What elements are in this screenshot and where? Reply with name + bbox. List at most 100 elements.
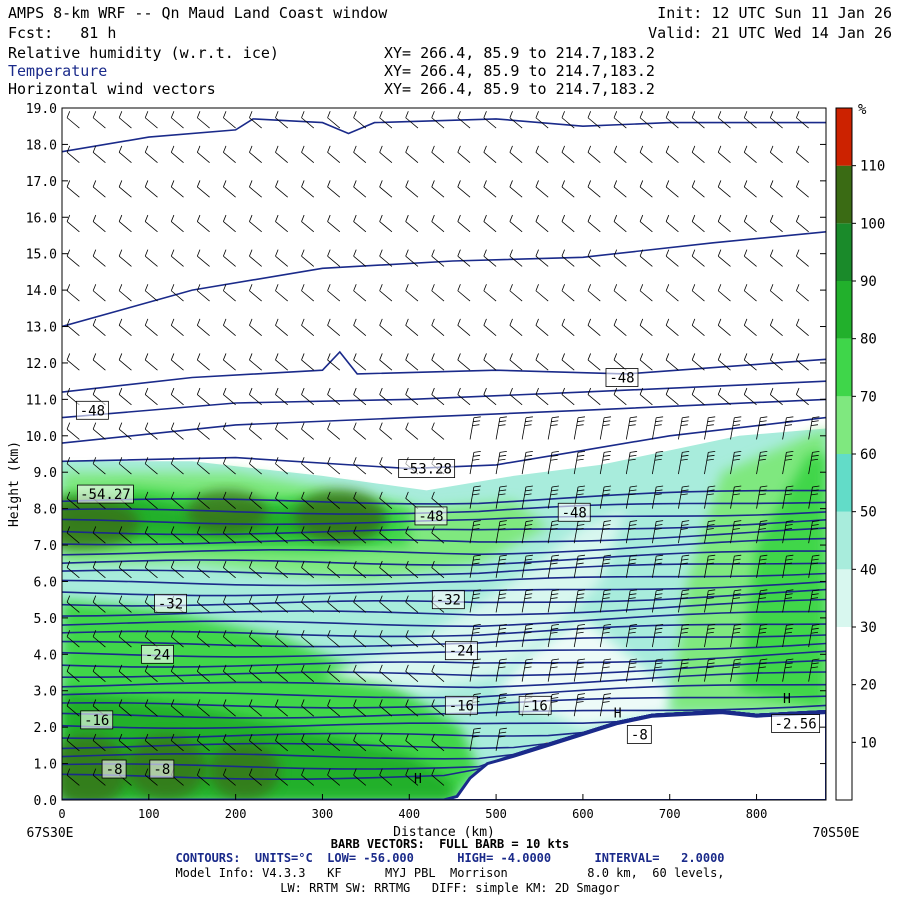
barb-flag bbox=[691, 353, 696, 361]
barb-flag bbox=[499, 627, 507, 630]
barb-flag bbox=[811, 666, 819, 669]
temperature-label: -24 bbox=[141, 644, 174, 664]
barb-flag bbox=[301, 491, 305, 499]
barb-shaft bbox=[92, 774, 106, 786]
barb-flag bbox=[550, 631, 558, 634]
barb-flag bbox=[525, 627, 533, 630]
wind-barb bbox=[170, 699, 184, 717]
barb-shaft bbox=[197, 359, 210, 371]
wind-barb bbox=[92, 664, 106, 682]
barb-shaft bbox=[353, 671, 367, 682]
wind-barb bbox=[717, 318, 731, 336]
barb-flag bbox=[327, 526, 331, 534]
barb-shaft bbox=[118, 186, 132, 198]
barb-flag bbox=[654, 528, 662, 530]
wind-barb bbox=[249, 733, 262, 752]
barb-flag bbox=[707, 524, 715, 526]
wind-barb bbox=[249, 664, 262, 682]
wind-barb bbox=[301, 180, 315, 198]
barb-flag bbox=[473, 558, 481, 561]
barb-shaft bbox=[457, 255, 471, 267]
wind-barb bbox=[275, 111, 288, 129]
barb-shaft bbox=[431, 428, 445, 440]
wind-barb bbox=[561, 318, 575, 336]
barb-shaft bbox=[353, 601, 367, 613]
barb-flag bbox=[613, 353, 618, 361]
barb-shaft bbox=[405, 255, 419, 267]
barb-flag bbox=[769, 180, 774, 188]
barb-shaft bbox=[223, 532, 236, 544]
barb-shaft bbox=[561, 290, 575, 302]
barb-flag bbox=[379, 560, 383, 568]
barb-flag bbox=[301, 457, 305, 464]
wind-barb bbox=[678, 658, 690, 682]
barb-flag bbox=[630, 416, 638, 419]
barb-flag bbox=[498, 597, 506, 600]
barb-shaft bbox=[327, 705, 341, 717]
barb-shaft bbox=[379, 498, 393, 509]
barb-flag bbox=[769, 318, 774, 326]
temperature-label-box bbox=[605, 368, 639, 387]
wind-barb bbox=[249, 526, 262, 544]
temperature-label-box bbox=[398, 459, 456, 478]
barb-flag bbox=[473, 554, 481, 557]
barb-flag bbox=[733, 420, 741, 423]
x-tick-label: 300 bbox=[312, 807, 334, 821]
barb-flag bbox=[535, 249, 539, 257]
barb-flag bbox=[379, 699, 383, 707]
x-tick-label: 600 bbox=[572, 807, 594, 821]
barb-shaft bbox=[223, 325, 236, 336]
barb-flag bbox=[118, 284, 123, 291]
barb-flag bbox=[223, 733, 227, 741]
barb-flag bbox=[717, 111, 722, 118]
barb-flag bbox=[66, 491, 71, 499]
barb-shaft bbox=[353, 290, 367, 302]
barb-flag bbox=[613, 387, 618, 395]
barb-flag bbox=[550, 493, 558, 496]
wind-barb bbox=[353, 111, 367, 129]
wind-barb bbox=[170, 284, 184, 302]
barb-flag bbox=[472, 562, 480, 565]
x-tick-label: 100 bbox=[138, 807, 160, 821]
barb-flag bbox=[275, 111, 279, 118]
barb-flag bbox=[630, 450, 638, 453]
barb-flag bbox=[249, 387, 253, 395]
barb-flag bbox=[577, 627, 585, 630]
barb-shaft bbox=[379, 774, 393, 786]
barb-flag bbox=[144, 526, 149, 534]
barb-shaft bbox=[171, 325, 184, 336]
wind-barb bbox=[118, 560, 132, 579]
wind-barb bbox=[170, 526, 184, 544]
barb-flag bbox=[551, 489, 559, 492]
barb-flag bbox=[405, 353, 409, 361]
barb-shaft bbox=[144, 255, 158, 267]
barb-flag bbox=[170, 111, 175, 118]
barb-flag bbox=[665, 387, 670, 395]
wind-barb bbox=[327, 595, 341, 613]
barb-flag bbox=[144, 145, 149, 153]
barb-flag bbox=[223, 318, 227, 326]
barb-flag bbox=[681, 489, 689, 492]
barb-shaft bbox=[144, 394, 158, 406]
wind-barb bbox=[782, 450, 794, 475]
barb-shaft bbox=[197, 705, 210, 717]
wind-barb bbox=[170, 145, 184, 163]
barb-flag bbox=[483, 145, 487, 153]
barb-flag bbox=[275, 353, 279, 361]
barb-flag bbox=[525, 416, 533, 419]
wind-barb bbox=[353, 145, 367, 163]
barb-flag bbox=[706, 562, 714, 565]
barb-shaft bbox=[613, 221, 627, 233]
barb-flag bbox=[630, 589, 638, 592]
barb-flag bbox=[196, 733, 201, 741]
temperature-label-box bbox=[414, 506, 448, 526]
wind-barb bbox=[301, 422, 315, 440]
barb-flag bbox=[66, 180, 71, 188]
temperature-label-box bbox=[518, 695, 552, 715]
barb-shaft bbox=[353, 774, 367, 786]
barb-flag bbox=[457, 249, 461, 257]
wind-barb bbox=[327, 180, 341, 198]
barb-shaft bbox=[249, 290, 262, 302]
barb-flag bbox=[170, 630, 175, 637]
barb-flag bbox=[405, 733, 409, 741]
